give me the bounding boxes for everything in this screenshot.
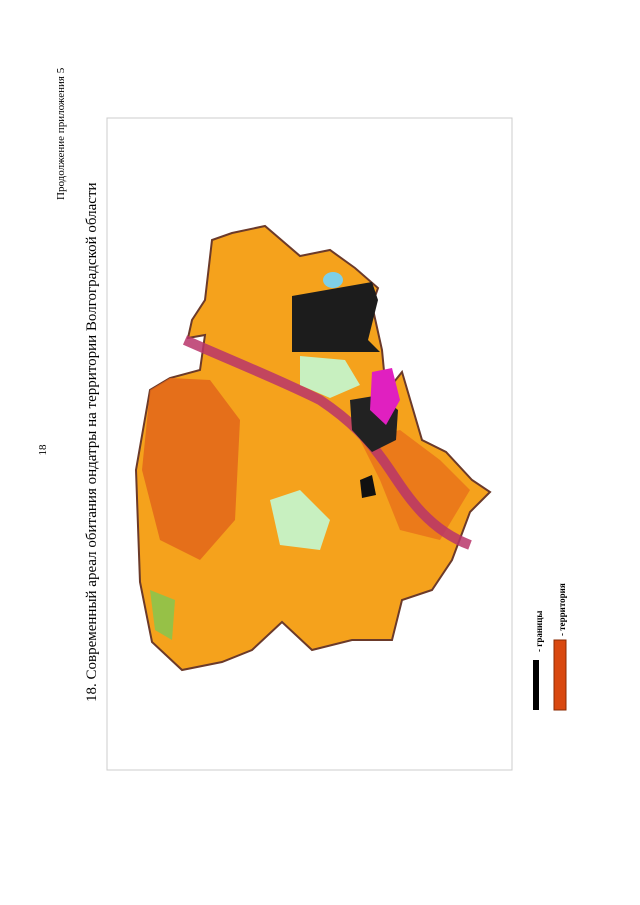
page-number: 18 <box>37 444 49 456</box>
figure-title: 18. Современный ареал обитания ондатры н… <box>84 182 100 702</box>
lake <box>323 272 343 288</box>
legend-swatch-territory <box>553 639 567 711</box>
legend: - границы - территория <box>533 583 567 711</box>
urban-zone <box>370 368 400 425</box>
dense-area <box>142 378 240 560</box>
legend-label: - границы <box>534 611 544 652</box>
black-zone <box>360 475 376 498</box>
green-zone <box>300 356 360 398</box>
dense-area <box>360 430 470 540</box>
black-zone <box>292 282 380 352</box>
legend-label: - территория <box>557 583 567 636</box>
legend-swatch-borders <box>533 660 539 710</box>
region-outline <box>134 224 492 672</box>
green-zone <box>270 490 330 550</box>
green-zone <box>150 590 175 640</box>
continuation-note: Продолжение приложения 5 <box>55 67 67 200</box>
map <box>134 224 492 672</box>
